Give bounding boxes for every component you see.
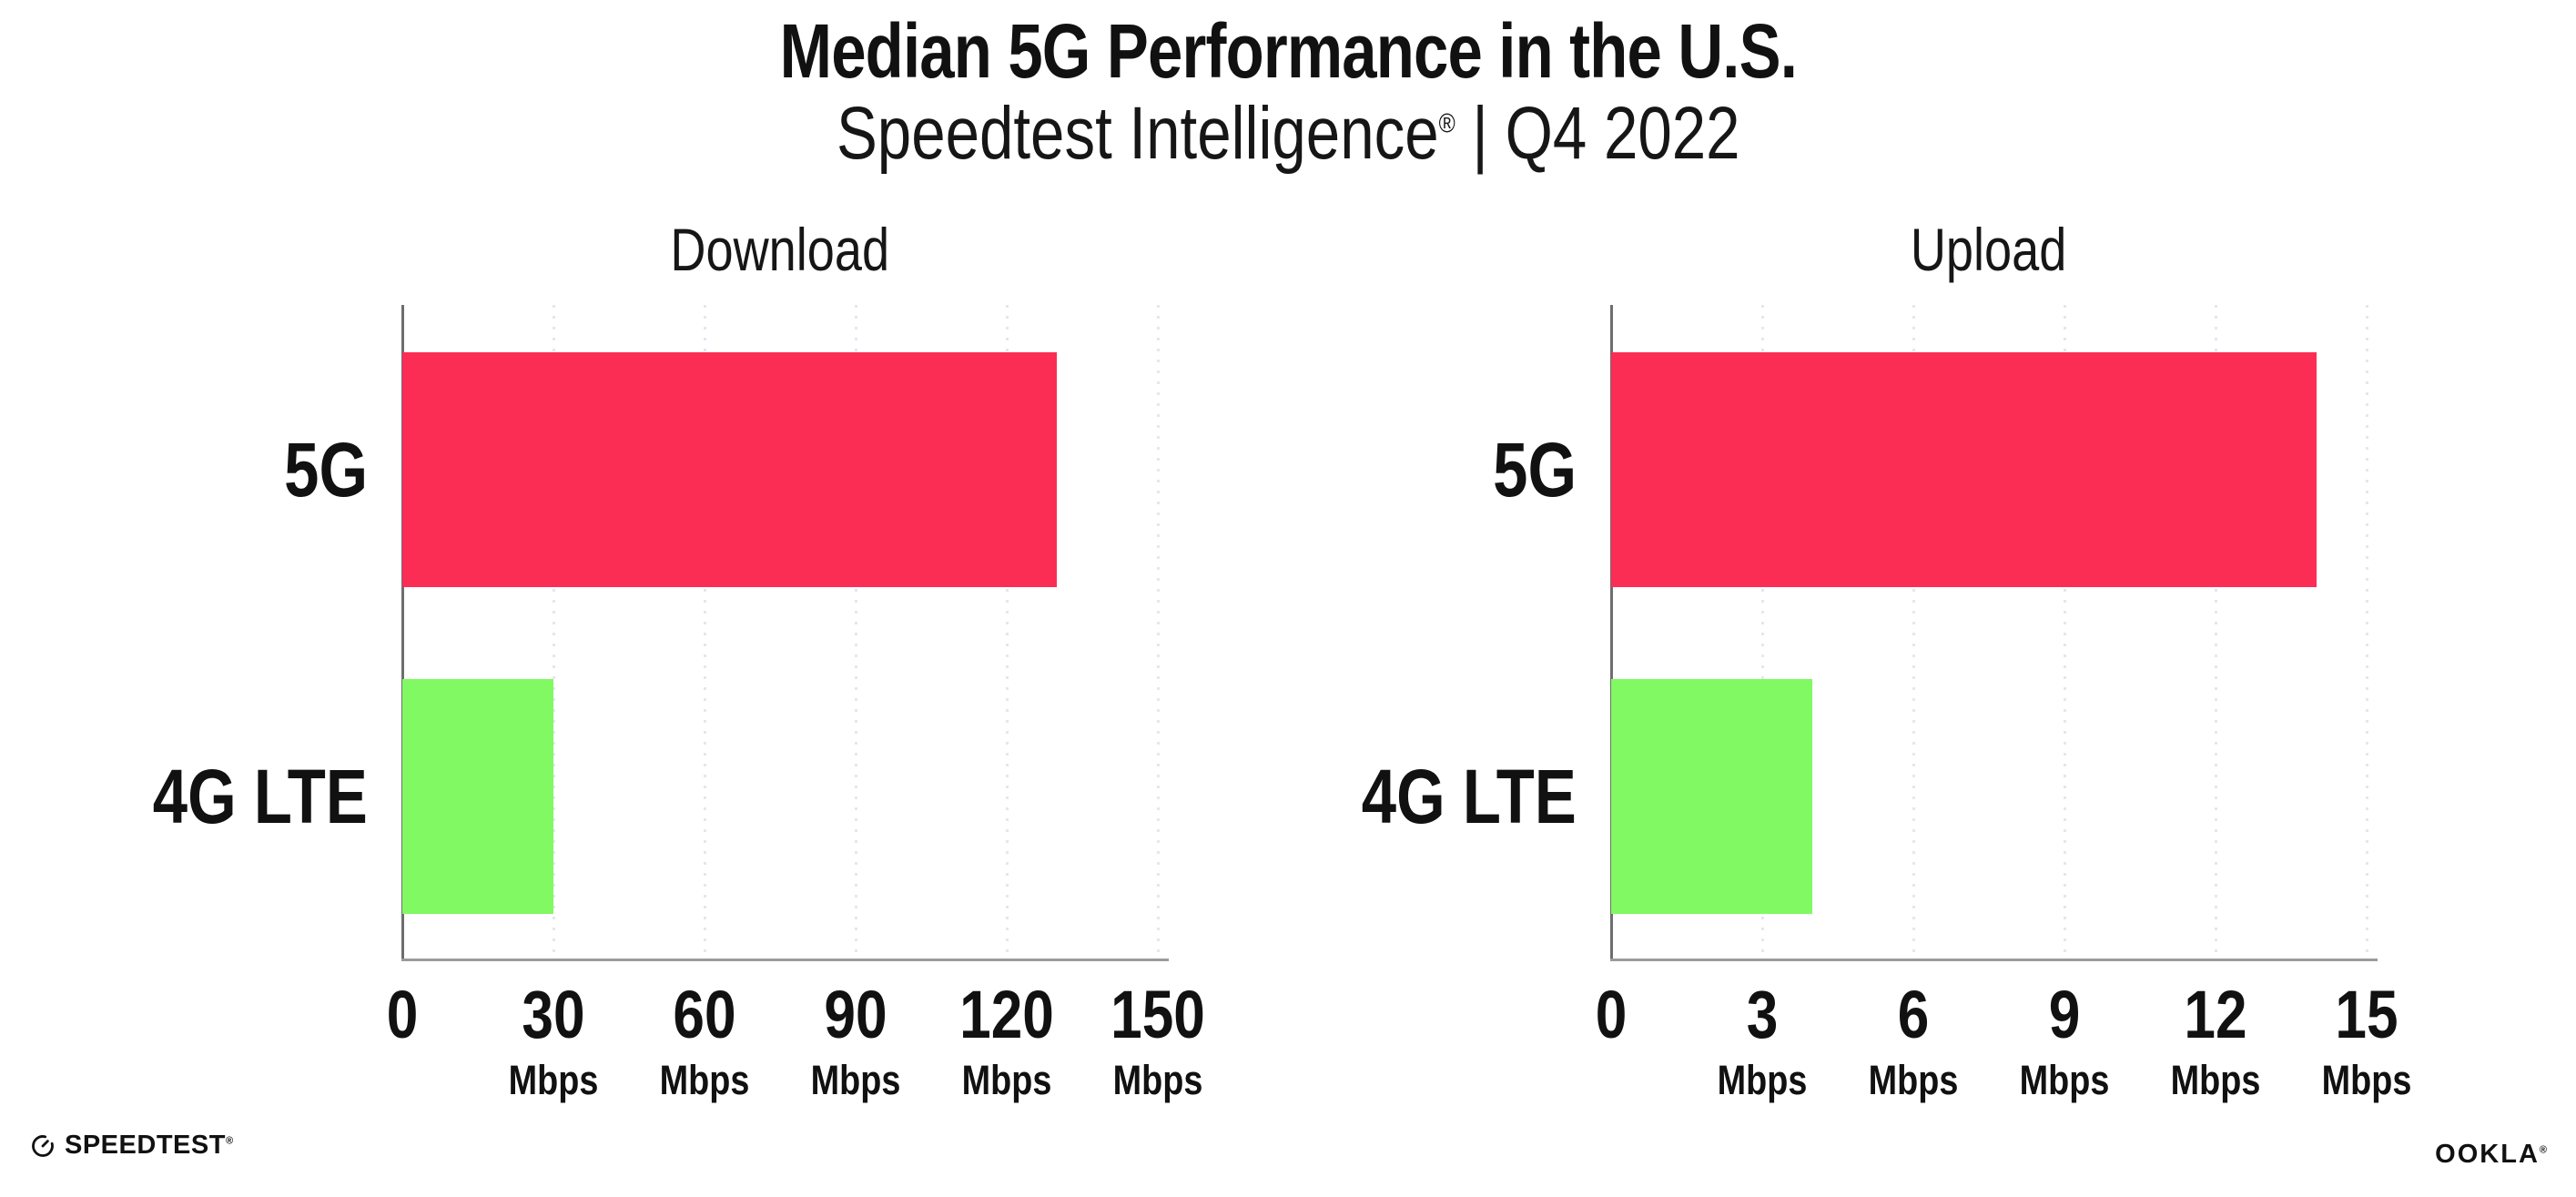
upload-chart-title: Upload: [1911, 216, 2067, 283]
gridline: [2063, 305, 2066, 959]
upload-chart: Upload 5G 4G LTE 0 3 Mbps 6 Mbps 9 Mbps 12 M…: [1362, 219, 2411, 1101]
gridline: [703, 305, 706, 959]
category-label-4glte: 4G LTE: [1361, 754, 1577, 839]
page-subtitle: Speedtest Intelligence® | Q4 2022: [0, 96, 2576, 171]
gridline: [854, 305, 857, 959]
upload-plot-area: 5G 4G LTE 0 3 Mbps 6 Mbps 9 Mbps 12 Mbps 15 M…: [1362, 305, 2411, 1101]
gridline: [552, 305, 555, 959]
speedtest-wordmark: SPEEDTEST®: [65, 1131, 234, 1160]
download-chart: Download 5G 4G LTE 0 30 Mbps 60 Mbps 90 Mbp…: [153, 219, 1205, 1101]
x-tick: 9 Mbps: [2019, 977, 2110, 1103]
bar-5g-upload: [1611, 352, 2317, 587]
download-chart-title: Download: [670, 216, 890, 283]
x-tick: 6 Mbps: [1868, 977, 1959, 1103]
category-label-5g: 5G: [1493, 427, 1577, 512]
category-label-5g: 5G: [284, 427, 368, 512]
registered-mark-icon: ®: [2539, 1144, 2549, 1156]
page-title-text: Median 5G Performance in the U.S.: [779, 8, 1797, 94]
y-axis-line: [1610, 305, 1613, 959]
registered-mark-icon: ®: [225, 1135, 234, 1147]
speedtest-gauge-icon: [32, 1134, 54, 1157]
x-tick: 0: [386, 977, 419, 1052]
x-tick: 60 Mbps: [659, 977, 750, 1103]
x-axis-line: [401, 959, 1169, 961]
x-tick: 90 Mbps: [810, 977, 901, 1103]
ookla-wordmark: OOKLA: [2435, 1140, 2540, 1169]
subtitle-brand: Speedtest Intelligence: [836, 92, 1439, 175]
download-plot-area: 5G 4G LTE 0 30 Mbps 60 Mbps 90 Mbps 120 Mbps…: [153, 305, 1205, 1101]
bar-4glte-download: [402, 679, 553, 914]
gridline: [1912, 305, 1915, 959]
x-axis-line: [1610, 959, 2378, 961]
ookla-logo: OOKLA®: [2435, 1141, 2549, 1168]
category-label-4glte: 4G LTE: [152, 754, 368, 839]
gridline: [1005, 305, 1009, 959]
y-axis-line: [401, 305, 404, 959]
x-tick: 30 Mbps: [508, 977, 599, 1103]
speedtest-logo: SPEEDTEST®: [30, 1132, 234, 1159]
subtitle-period: | Q4 2022: [1455, 92, 1740, 175]
x-tick: 120 Mbps: [959, 977, 1054, 1103]
bar-4glte-upload: [1611, 679, 1813, 914]
x-tick: 15 Mbps: [2321, 977, 2412, 1103]
registered-mark-icon: ®: [1438, 108, 1455, 139]
gridline: [2365, 305, 2368, 959]
gridline: [1760, 305, 1764, 959]
x-tick: 12 Mbps: [2170, 977, 2261, 1103]
x-tick: 0: [1595, 977, 1628, 1052]
x-tick: 3 Mbps: [1717, 977, 1808, 1103]
bar-5g-download: [402, 352, 1058, 587]
gridline: [2214, 305, 2217, 959]
gridline: [1156, 305, 1160, 959]
x-tick: 150 Mbps: [1111, 977, 1205, 1103]
page-title: Median 5G Performance in the U.S.: [0, 13, 2576, 89]
